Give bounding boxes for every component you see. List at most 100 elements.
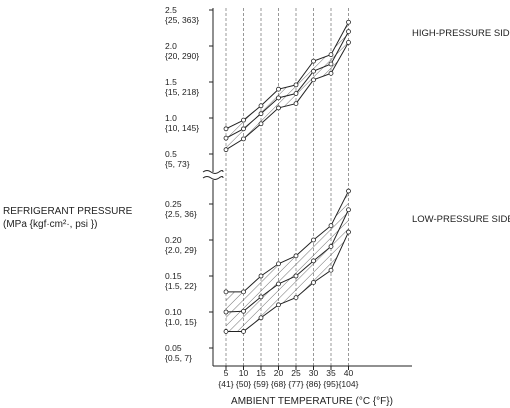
low-middle-point — [276, 281, 281, 287]
x-axis-label: AMBIENT TEMPERATURE (°C {°F}) — [231, 396, 393, 407]
x-tick-label-fahrenheit: {68} — [271, 379, 286, 389]
x-tick-label-celsius: 15 — [256, 368, 266, 378]
low-y-tick-label: 0.05 — [165, 343, 182, 353]
x-tick-label-fahrenheit: {86} — [306, 379, 321, 389]
x-tick-label-fahrenheit: {41} — [218, 379, 233, 389]
high-y-tick-label-alt: {5, 73} — [165, 159, 190, 169]
high-y-tick-label: 2.0 — [165, 41, 177, 51]
high-middle-point — [328, 61, 334, 67]
high-lower-point — [293, 101, 299, 106]
low-y-tick-label-alt: {0.5, 7} — [165, 353, 192, 363]
low-middle-point — [258, 294, 264, 300]
low-pressure-label: LOW-PRESSURE SIDE — [412, 214, 510, 225]
low-y-tick-label-alt: {2.0, 29} — [165, 245, 197, 255]
low-upper-point — [258, 273, 264, 279]
x-tick-label-celsius: 30 — [309, 368, 319, 378]
x-tick-label-fahrenheit: {77} — [288, 379, 303, 389]
low-band-fill — [226, 191, 349, 332]
high-upper-point — [276, 86, 281, 92]
low-lower-point — [311, 280, 316, 285]
high-upper-line — [225, 22, 349, 130]
high-y-tick-label-alt: {10, 145} — [165, 123, 199, 133]
low-upper-point — [311, 237, 316, 243]
high-y-tick-label: 2.5 — [165, 5, 177, 15]
high-y-tick-label-alt: {15, 218} — [165, 87, 199, 97]
low-middle-point — [346, 207, 351, 213]
low-lower-point — [276, 302, 281, 308]
low-upper-point — [293, 253, 299, 259]
axis-break-symbol — [202, 170, 224, 180]
high-middle-point — [276, 95, 281, 101]
low-middle-line — [225, 209, 349, 313]
low-y-tick-label: 0.20 — [165, 235, 182, 245]
high-upper-point — [311, 58, 316, 64]
x-tick-label-celsius: 40 — [344, 368, 354, 378]
low-upper-point — [241, 289, 246, 295]
low-y-tick-label: 0.15 — [165, 271, 182, 281]
high-middle-point — [293, 91, 299, 96]
x-tick-label-fahrenheit: {59} — [253, 379, 268, 389]
low-upper-point — [346, 188, 351, 194]
x-tick-label-fahrenheit: {50} — [236, 379, 251, 389]
low-middle-point — [293, 273, 299, 279]
high-y-tick-label: 1.0 — [165, 113, 177, 123]
y-axis-label-line2: (MPa {kgf·cm²·, psi }) — [3, 219, 97, 230]
high-lower-point — [223, 147, 229, 153]
high-middle-point — [223, 135, 229, 141]
high-pressure-label: HIGH-PRESSURE SIDE — [412, 28, 510, 39]
high-upper-point — [258, 103, 264, 109]
high-lower-point — [276, 105, 281, 111]
low-lower-point — [293, 295, 299, 301]
low-upper-line — [226, 190, 349, 293]
chart-labels: REFRIGERANT PRESSURE (MPa {kgf·cm²·, psi… — [3, 28, 510, 407]
high-y-tick-label: 1.5 — [165, 77, 177, 87]
x-tick-label-fahrenheit: {95} — [323, 379, 338, 389]
tick-labels: 5{41} 10{50} 15{59} 20{68} 25{77} 30{86} 35{95… — [165, 5, 359, 389]
x-tick-label-celsius: 25 — [291, 368, 301, 378]
low-y-tick-label: 0.25 — [165, 199, 182, 209]
high-middle-point — [241, 126, 246, 132]
low-lower-point — [241, 329, 246, 334]
high-y-tick-label-alt: {25, 363} — [165, 15, 199, 25]
low-upper-point — [223, 289, 229, 295]
low-y-tick-label-alt: {1.5, 22} — [165, 281, 197, 291]
low-middle-point — [328, 244, 334, 249]
x-tick-label-celsius: 20 — [274, 368, 284, 378]
high-lower-point — [258, 121, 264, 127]
high-upper-point — [293, 82, 299, 88]
high-upper-point — [328, 52, 334, 58]
low-lower-point — [346, 229, 351, 235]
low-lower-point — [223, 329, 229, 334]
high-y-tick-label: 0.5 — [165, 149, 177, 159]
low-upper-point — [276, 261, 281, 267]
low-middle-point — [241, 308, 246, 314]
low-middle-point — [223, 309, 229, 315]
high-lower-line — [225, 42, 349, 151]
low-middle-point — [311, 258, 316, 264]
x-tick-label-celsius: 5 — [224, 368, 229, 378]
axes — [202, 8, 412, 367]
x-tick-label-celsius: 35 — [326, 368, 336, 378]
low-y-tick-label-alt: {2.5, 36} — [165, 209, 197, 219]
high-lower-point — [346, 40, 351, 45]
high-upper-point — [241, 117, 246, 123]
low-lower-line — [226, 231, 349, 332]
y-axis-label-line1: REFRIGERANT PRESSURE — [3, 206, 133, 217]
high-middle-point — [258, 111, 264, 117]
high-middle-point — [311, 68, 316, 74]
high-y-tick-label-alt: {20, 290} — [165, 51, 199, 61]
low-y-tick-label-alt: {1.0, 15} — [165, 317, 197, 327]
low-lower-point — [328, 267, 334, 273]
high-lower-point — [241, 136, 246, 142]
pressure-bands — [223, 19, 351, 334]
x-tick-label-celsius: 10 — [239, 368, 249, 378]
high-lower-point — [328, 70, 334, 76]
high-middle-line — [225, 31, 349, 139]
high-lower-point — [311, 77, 316, 83]
high-upper-point — [346, 19, 351, 25]
high-middle-point — [346, 29, 351, 35]
low-upper-point — [328, 223, 334, 229]
high-upper-point — [223, 126, 229, 132]
x-tick-label-fahrenheit: {104} — [339, 379, 359, 389]
